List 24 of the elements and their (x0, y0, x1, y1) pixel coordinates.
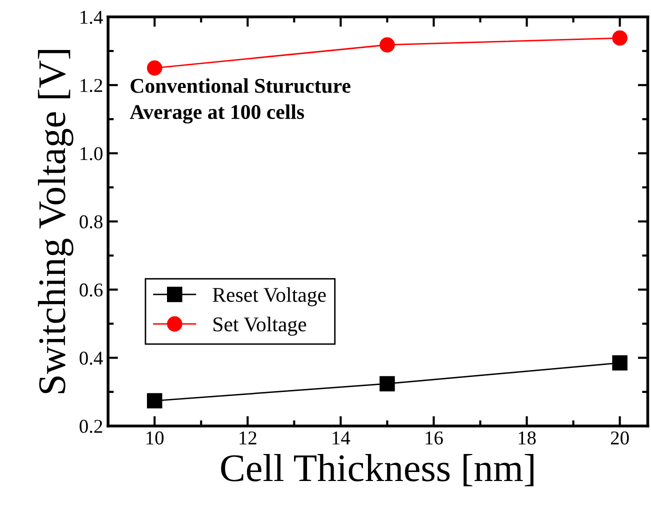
x-tick-label: 20 (610, 431, 629, 445)
y-tick-label: 1.0 (80, 147, 102, 160)
y-tick-label: 0.4 (80, 352, 103, 365)
annotation: Conventional Sturucture Average at 100 cells (130, 78, 350, 124)
point (146, 60, 162, 76)
y-axis-title: Switching Voltage [V] (38, 50, 74, 394)
x-tick-label: 12 (240, 431, 256, 444)
x-tick-label: 16 (426, 431, 443, 445)
y-tick-label: 0.2 (80, 420, 102, 434)
y-tick-label: 1.2 (80, 78, 102, 92)
point (612, 30, 628, 46)
point (146, 393, 162, 408)
legend-label: Set Voltage (214, 316, 306, 336)
point (612, 355, 628, 371)
legend-label: Reset Voltage (212, 287, 326, 306)
x-tick-label: 18 (518, 431, 536, 445)
y-tick-label: 0.6 (80, 283, 103, 297)
x-tick-label: 10 (146, 431, 164, 445)
point (380, 37, 395, 52)
y-tick-label: 1.4 (80, 10, 103, 24)
y-tick-label: 0.8 (80, 215, 102, 228)
point (380, 376, 395, 392)
x-axis-title: Cell Thickness [nm] (221, 454, 534, 486)
x-tick-label: 14 (332, 432, 350, 444)
